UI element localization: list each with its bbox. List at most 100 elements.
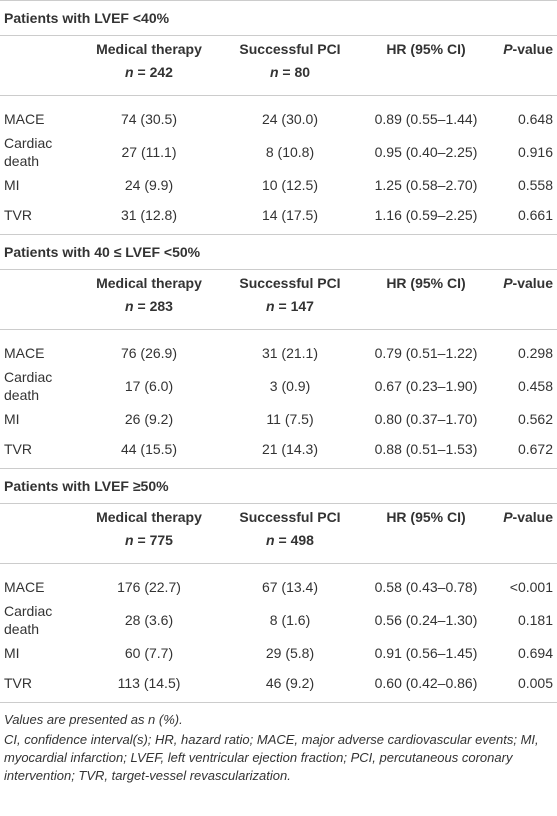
table-cell: 0.80 (0.37–1.70) <box>374 411 478 427</box>
table-cell: 0.672 <box>492 434 557 469</box>
header-text: P-value <box>503 41 554 57</box>
table-cell: 0.458 <box>517 378 554 394</box>
table-cell: 3 (0.9) <box>269 378 311 394</box>
table-row: TVR 44 (15.5) 21 (14.3) 0.88 (0.51–1.53) 0.6… <box>0 434 557 469</box>
header-text: Successful PCI <box>239 275 341 291</box>
header-cell: HR (95% CI) <box>360 35 492 96</box>
header-text: Successful PCI <box>239 509 341 525</box>
header-cell: HR (95% CI) <box>360 503 492 564</box>
row-label: MACE <box>4 111 45 127</box>
line2: n = 283 <box>82 297 216 315</box>
section-title-row: Patients with 40 ≤ LVEF <50% <box>0 234 557 270</box>
table-cell: 21 (14.3) <box>220 434 360 469</box>
footnote: CI, confidence interval(s); HR, hazard r… <box>4 732 539 783</box>
row-label: MI <box>4 645 20 661</box>
header-cell: P-value <box>492 503 557 564</box>
table-row: MACE 176 (22.7) 67 (13.4) 0.58 (0.43–0.78) <… <box>0 564 557 603</box>
table-cell: 28 (3.6) <box>124 612 174 628</box>
table-cell: 0.298 <box>517 345 554 361</box>
header-cell <box>0 269 78 330</box>
header-cell: HR (95% CI) <box>360 269 492 330</box>
table-row: MI 60 (7.7) 29 (5.8) 0.91 (0.56–1.45) 0.694 <box>0 638 557 668</box>
header-cell <box>0 35 78 96</box>
table-cell: 0.562 <box>517 411 554 427</box>
row-label: TVR <box>0 434 78 469</box>
table-cell: 67 (13.4) <box>261 579 319 595</box>
section-title-row: Patients with LVEF ≥50% <box>0 468 557 504</box>
header-cell: P-value <box>492 269 557 330</box>
table-cell: 11 (7.5) <box>266 411 314 427</box>
section-title: Patients with 40 ≤ LVEF <50% <box>0 234 557 270</box>
header-cell <box>0 503 78 564</box>
line2: n = 775 <box>82 531 216 549</box>
table-cell: 60 (7.7) <box>124 645 174 661</box>
footnotes: Values are presented as n (%). CI, confid… <box>0 703 557 785</box>
table-cell: 27 (11.1) <box>121 144 177 160</box>
header-text: Medical therapy <box>96 509 202 525</box>
header-cell: Successful PCI n = 147 <box>220 269 360 330</box>
table-cell: 8 (10.8) <box>265 144 315 160</box>
table-cell: 0.58 (0.43–0.78) <box>374 579 478 595</box>
header-n: n = 147 <box>266 298 314 314</box>
header-cell: Medical therapy n = 283 <box>78 269 220 330</box>
header-text: Medical therapy <box>96 41 202 57</box>
table-cell: 113 (14.5) <box>78 668 220 703</box>
line2: n = 80 <box>224 63 356 81</box>
table-cell: 14 (17.5) <box>220 200 360 235</box>
table-cell: 8 (1.6) <box>269 612 311 628</box>
table-cell: 0.95 (0.40–2.25) <box>374 144 478 160</box>
header-n: n = 242 <box>125 64 173 80</box>
line2: n = 147 <box>224 297 356 315</box>
table-cell: 0.661 <box>492 200 557 235</box>
table-cell: 31 (21.1) <box>261 345 319 361</box>
table-cell: 0.89 (0.55–1.44) <box>374 111 478 127</box>
table-cell: 44 (15.5) <box>78 434 220 469</box>
row-label: TVR <box>0 668 78 703</box>
table-cell: 76 (26.9) <box>120 345 178 361</box>
header-n: n = 80 <box>269 64 311 80</box>
table-cell: 0.648 <box>517 111 554 127</box>
header-cell: Successful PCI n = 498 <box>220 503 360 564</box>
table-row: MI 24 (9.9) 10 (12.5) 1.25 (0.58–2.70) 0.558 <box>0 170 557 200</box>
header-row: Medical therapy n = 283 Successful PCI n = … <box>0 269 557 330</box>
table-row: MACE 76 (26.9) 31 (21.1) 0.79 (0.51–1.22) 0.… <box>0 330 557 369</box>
row-label: Cardiac death <box>4 603 53 637</box>
table-cell: 74 (30.5) <box>120 111 178 127</box>
row-label: Cardiac death <box>4 135 53 169</box>
section-title: Patients with LVEF <40% <box>0 0 557 36</box>
table-cell: 0.67 (0.23–1.90) <box>374 378 478 394</box>
table-cell: 0.005 <box>492 668 557 703</box>
header-cell: Successful PCI n = 80 <box>220 35 360 96</box>
row-label: MACE <box>4 345 45 361</box>
table-row: MACE 74 (30.5) 24 (30.0) 0.89 (0.55–1.44) 0.… <box>0 96 557 135</box>
header-text: Successful PCI <box>239 41 341 57</box>
table-container: Patients with LVEF <40% Medical therapy n … <box>0 0 557 785</box>
table-cell: 29 (5.8) <box>265 645 315 661</box>
line2: n = 242 <box>82 63 216 81</box>
table-row: MI 26 (9.2) 11 (7.5) 0.80 (0.37–1.70) 0.562 <box>0 404 557 434</box>
header-n: n = 498 <box>266 532 314 548</box>
table-cell: 10 (12.5) <box>261 177 319 193</box>
table-cell: 1.16 (0.59–2.25) <box>360 200 492 235</box>
header-text: P-value <box>503 275 554 291</box>
table-cell: 0.60 (0.42–0.86) <box>360 668 492 703</box>
header-text: P-value <box>503 509 554 525</box>
row-label: MI <box>4 177 20 193</box>
header-n: n = 775 <box>125 532 173 548</box>
header-row: Medical therapy n = 242 Successful PCI n = … <box>0 35 557 96</box>
table-body: Patients with LVEF <40% Medical therapy n … <box>0 0 557 703</box>
table-cell: 1.25 (0.58–2.70) <box>374 177 478 193</box>
header-cell: P-value <box>492 35 557 96</box>
table-row: Cardiac death 27 (11.1) 8 (10.8) 0.95 (0.40… <box>0 134 557 170</box>
table-cell: 0.181 <box>517 612 554 628</box>
table-cell: <0.001 <box>509 579 554 595</box>
table-cell: 176 (22.7) <box>117 579 181 595</box>
table-cell: 46 (9.2) <box>220 668 360 703</box>
table-cell: 0.558 <box>517 177 554 193</box>
table-row: TVR 113 (14.5) 46 (9.2) 0.60 (0.42–0.86) 0.0… <box>0 668 557 703</box>
table-row: Cardiac death 17 (6.0) 3 (0.9) 0.67 (0.23–1… <box>0 368 557 404</box>
table-cell: 17 (6.0) <box>124 378 174 394</box>
table-cell: 0.916 <box>517 144 554 160</box>
header-row: Medical therapy n = 775 Successful PCI n = … <box>0 503 557 564</box>
table-cell: 31 (12.8) <box>78 200 220 235</box>
